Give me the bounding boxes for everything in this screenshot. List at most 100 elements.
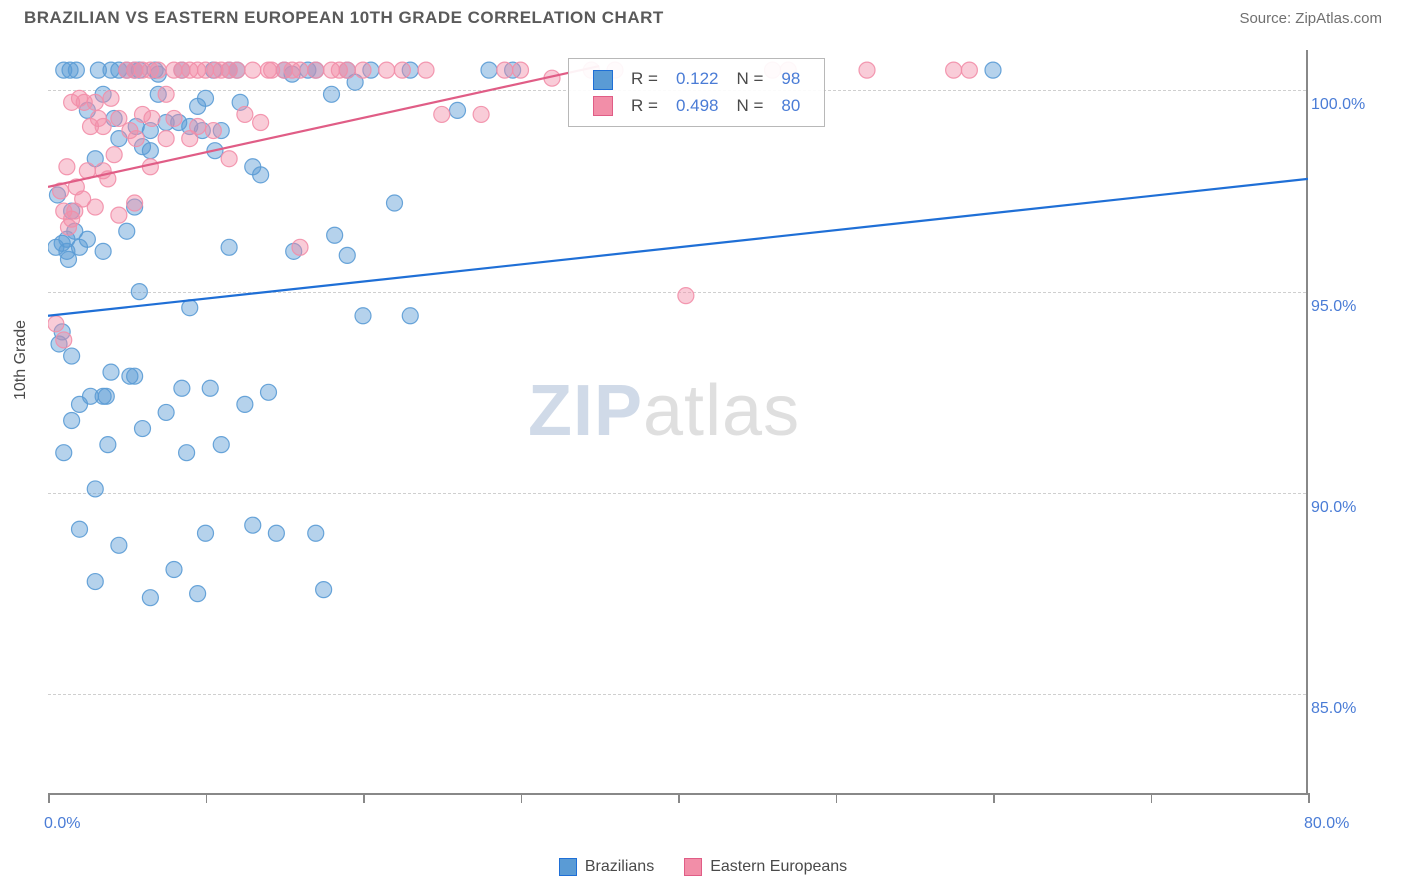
- stat-n-label: N =: [728, 94, 771, 119]
- data-point: [142, 143, 158, 159]
- data-point: [946, 62, 962, 78]
- data-point: [221, 151, 237, 167]
- legend-footer: Brazilians Eastern Europeans: [0, 858, 1406, 876]
- data-point: [245, 517, 261, 533]
- y-tick-label: 95.0%: [1311, 298, 1381, 316]
- data-point: [179, 445, 195, 461]
- data-point: [292, 62, 308, 78]
- data-point: [68, 62, 84, 78]
- y-tick-label: 100.0%: [1311, 96, 1381, 114]
- data-point: [166, 561, 182, 577]
- data-point: [394, 62, 410, 78]
- data-point: [72, 521, 88, 537]
- legend-label-eastern-europeans: Eastern Europeans: [710, 858, 847, 875]
- data-point: [434, 106, 450, 122]
- data-point: [87, 574, 103, 590]
- data-point: [144, 110, 160, 126]
- stat-swatch: [593, 70, 613, 90]
- stats-legend-box: R = 0.122 N = 98 R = 0.498 N = 80: [568, 58, 825, 127]
- data-point: [261, 384, 277, 400]
- data-point: [166, 110, 182, 126]
- swatch-brazilians: [559, 858, 577, 876]
- data-point: [190, 119, 206, 135]
- data-point: [387, 195, 403, 211]
- data-point: [56, 445, 72, 461]
- data-point: [253, 167, 269, 183]
- data-point: [48, 316, 64, 332]
- data-point: [174, 380, 190, 396]
- data-point: [245, 62, 261, 78]
- data-point: [190, 586, 206, 602]
- data-point: [127, 195, 143, 211]
- data-point: [253, 114, 269, 130]
- data-point: [127, 368, 143, 384]
- data-point: [859, 62, 875, 78]
- data-point: [79, 231, 95, 247]
- plot-area: ZIPatlas 85.0%90.0%95.0%100.0%0.0%80.0% …: [48, 50, 1308, 795]
- data-point: [237, 106, 253, 122]
- stat-r-label: R =: [623, 94, 666, 119]
- data-point: [95, 119, 111, 135]
- data-point: [213, 437, 229, 453]
- data-point: [961, 62, 977, 78]
- data-point: [450, 102, 466, 118]
- chart-title: BRAZILIAN VS EASTERN EUROPEAN 10TH GRADE…: [24, 8, 664, 28]
- data-point: [103, 90, 119, 106]
- data-point: [98, 388, 114, 404]
- y-tick-label: 85.0%: [1311, 700, 1381, 718]
- x-tick-label: 0.0%: [44, 815, 80, 833]
- data-point: [106, 147, 122, 163]
- data-point: [513, 62, 529, 78]
- data-point: [119, 223, 135, 239]
- scatter-svg: [48, 50, 1308, 795]
- data-point: [985, 62, 1001, 78]
- data-point: [150, 62, 166, 78]
- data-point: [308, 525, 324, 541]
- data-point: [100, 437, 116, 453]
- legend-label-brazilians: Brazilians: [585, 858, 654, 875]
- data-point: [316, 582, 332, 598]
- legend-item-eastern-europeans: Eastern Europeans: [684, 858, 847, 876]
- stat-n-label: N =: [728, 67, 771, 92]
- data-point: [221, 239, 237, 255]
- data-point: [87, 94, 103, 110]
- data-point: [198, 90, 214, 106]
- stat-swatch: [593, 96, 613, 116]
- data-point: [158, 404, 174, 420]
- data-point: [103, 364, 119, 380]
- data-point: [202, 380, 218, 396]
- data-point: [268, 525, 284, 541]
- data-point: [339, 247, 355, 263]
- data-point: [111, 537, 127, 553]
- data-point: [198, 525, 214, 541]
- data-point: [135, 421, 151, 437]
- data-point: [355, 62, 371, 78]
- data-point: [87, 481, 103, 497]
- data-point: [64, 348, 80, 364]
- x-tick-label: 80.0%: [1304, 815, 1349, 833]
- y-tick-label: 90.0%: [1311, 499, 1381, 517]
- swatch-eastern-europeans: [684, 858, 702, 876]
- data-point: [56, 332, 72, 348]
- stat-r-label: R =: [623, 67, 666, 92]
- data-point: [158, 86, 174, 102]
- data-point: [142, 590, 158, 606]
- data-point: [324, 86, 340, 102]
- data-point: [308, 62, 324, 78]
- y-axis-title: 10th Grade: [12, 320, 30, 400]
- data-point: [339, 62, 355, 78]
- stat-r-value: 0.122: [668, 67, 727, 92]
- stat-n-value: 80: [773, 94, 808, 119]
- data-point: [481, 62, 497, 78]
- data-point: [678, 288, 694, 304]
- data-point: [111, 207, 127, 223]
- data-point: [237, 396, 253, 412]
- data-point: [128, 131, 144, 147]
- data-point: [292, 239, 308, 255]
- data-point: [418, 62, 434, 78]
- data-point: [402, 308, 418, 324]
- data-point: [327, 227, 343, 243]
- data-point: [205, 123, 221, 139]
- data-point: [87, 199, 103, 215]
- x-tick-mark: [1308, 793, 1310, 803]
